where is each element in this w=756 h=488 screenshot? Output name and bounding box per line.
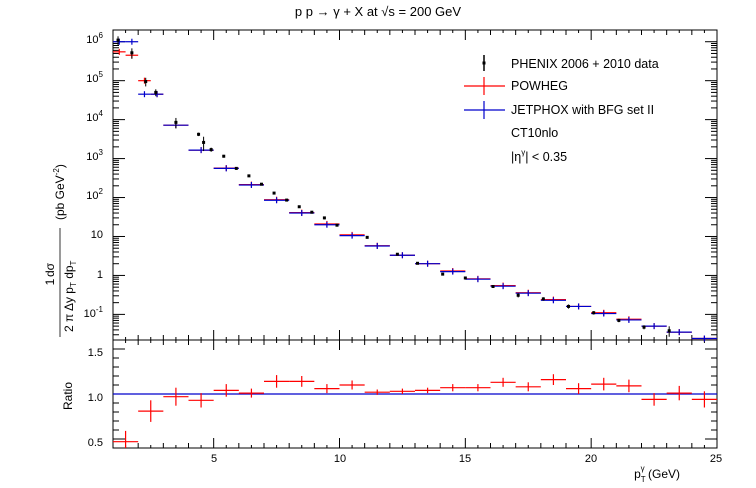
x-tick-label-15: 15 [459, 453, 471, 465]
data-point [272, 191, 276, 195]
ratio-y-tick-label-1.5: 1.5 [88, 347, 103, 359]
legend-label-powheg: POWHEG [511, 79, 568, 93]
x-axis-label: pTγ (GeV) [634, 464, 680, 484]
data-point [130, 51, 134, 55]
data-point [297, 205, 301, 209]
legend-data-marker [482, 61, 486, 65]
y-label-units: (pb GeV-2) [52, 164, 67, 220]
legend: PHENIX 2006 + 2010 data POWHEG JETPHOX w… [464, 55, 659, 164]
data-point [174, 120, 178, 124]
data-point [365, 235, 369, 239]
data-point [441, 272, 445, 276]
data-point [209, 148, 213, 152]
x-tick-label-25: 25 [710, 453, 722, 465]
x-tick-labels: 5 10 15 20 25 [211, 453, 722, 465]
data-point [285, 198, 289, 202]
powheg-series [113, 48, 717, 342]
data-point [416, 261, 420, 265]
main-y-axis-label: 1 2 π Δy pT dpT dσ (pb GeV-2) [43, 164, 78, 337]
data-point [395, 252, 399, 256]
data-point [491, 284, 495, 288]
data-point [541, 297, 545, 301]
x-tick-label-10: 10 [334, 453, 346, 465]
main-y-tick-labels: 106 105 104 103 102 10 1 10-1 [84, 31, 104, 320]
data-point [322, 216, 326, 220]
data-point [516, 293, 520, 297]
data-point [335, 223, 339, 227]
data-point [667, 329, 671, 333]
y-tick-label-1e4: 104 [86, 109, 103, 124]
y-tick-label-1e2: 102 [86, 187, 103, 202]
data-point [259, 182, 263, 186]
legend-note-pdf: CT10nlo [511, 126, 558, 140]
y-tick-label-10: 10 [91, 229, 103, 241]
main-axis-ticks [112, 29, 718, 340]
data-point [642, 325, 646, 329]
chart-title: p p → γ + X at √s = 200 GeV [295, 4, 461, 19]
legend-note-eta: |ηγ| < 0.35 [511, 148, 567, 164]
data-point [154, 90, 158, 94]
main-panel-frame [112, 29, 718, 341]
y-tick-label-1e6: 106 [86, 31, 103, 46]
y-tick-label-0.1: 10-1 [84, 305, 104, 320]
x-tick-label-20: 20 [585, 453, 597, 465]
y-label-denominator: 2 π Δy pT dpT [62, 260, 78, 332]
y-tick-label-1e3: 103 [86, 148, 103, 163]
ratio-y-axis-label: Ratio [61, 382, 75, 410]
y-tick-label-1e5: 105 [86, 70, 103, 85]
data-point [617, 318, 621, 322]
legend-label-jetphox: JETPHOX with BFG set II [511, 103, 654, 117]
data-point [202, 140, 206, 144]
data-point [463, 276, 467, 280]
data-point [116, 38, 120, 42]
phenix-data-series [116, 36, 671, 337]
y-tick-label-1: 1 [97, 269, 103, 281]
ratio-series [113, 374, 717, 448]
ratio-y-tick-labels: 1.5 1.0 0.5 [88, 347, 103, 449]
data-point [247, 174, 251, 178]
data-point [144, 80, 148, 84]
data-point [567, 304, 571, 308]
y-label-dsigma: dσ [43, 262, 57, 277]
data-point [592, 311, 596, 315]
ratio-y-tick-label-1.0: 1.0 [88, 392, 103, 404]
ratio-y-tick-label-0.5: 0.5 [88, 437, 103, 449]
x-tick-label-5: 5 [211, 453, 217, 465]
data-point [222, 154, 226, 158]
ratio-axis-ticks [112, 339, 718, 449]
legend-entry-jetphox: JETPHOX with BFG set II [464, 101, 654, 119]
data-point [234, 166, 238, 170]
legend-label-data: PHENIX 2006 + 2010 data [511, 57, 659, 71]
data-point [310, 210, 314, 214]
jetphox-series [113, 38, 717, 342]
y-label-numerator-1: 1 [43, 278, 57, 285]
legend-entry-powheg: POWHEG [464, 77, 568, 95]
legend-entry-data: PHENIX 2006 + 2010 data [482, 55, 659, 71]
data-point [197, 132, 201, 136]
